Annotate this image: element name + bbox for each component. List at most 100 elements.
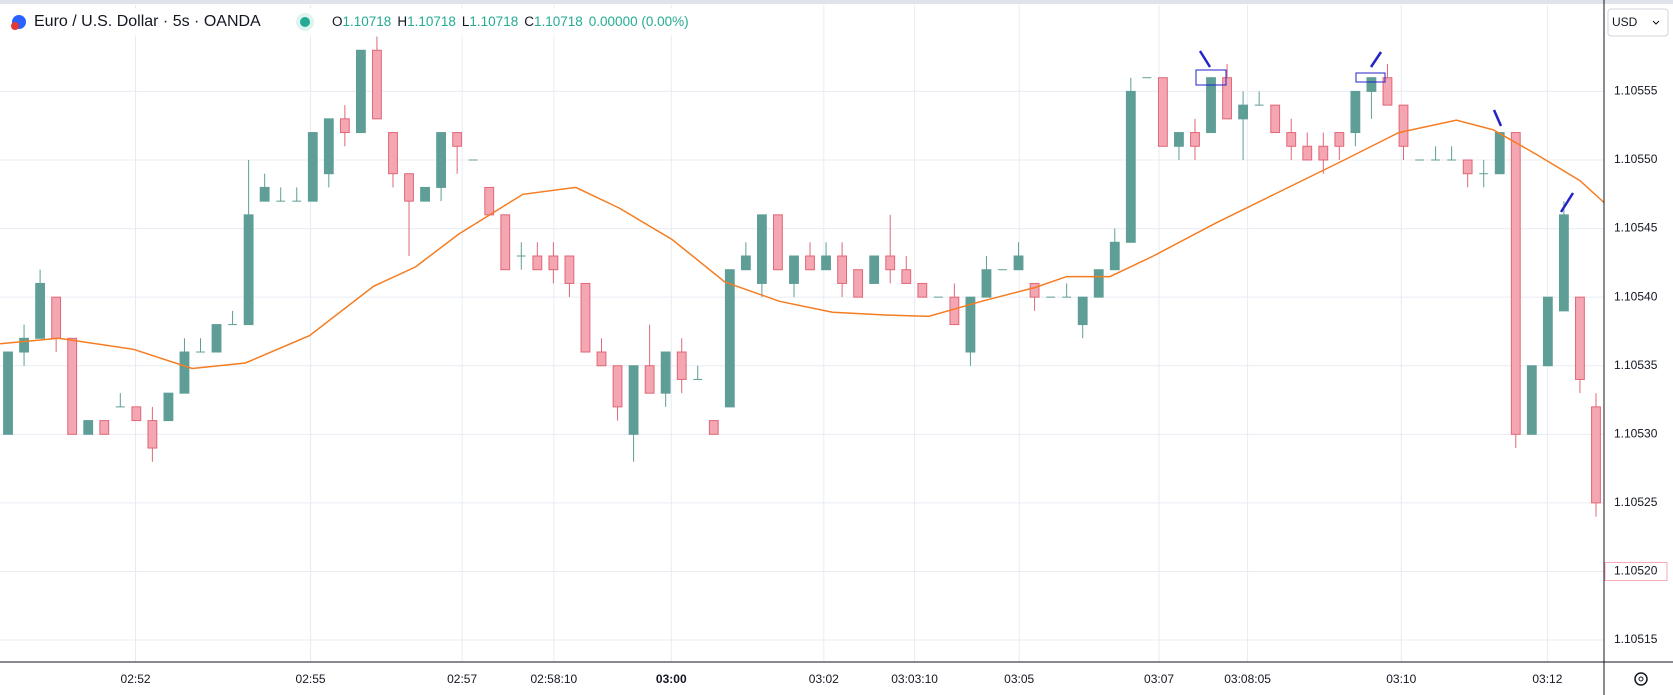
candle-body: [676, 351, 687, 380]
candle-body: [388, 132, 398, 175]
candle-body: [1558, 214, 1569, 312]
candle-body: [1575, 296, 1585, 380]
y-tick-label: 1.10525: [1614, 495, 1658, 509]
candle-body: [1382, 77, 1393, 106]
candle-body: [708, 420, 719, 435]
change: 0.00000 (0.00%): [589, 14, 689, 29]
candle-body: [1238, 104, 1249, 120]
candle-body: [885, 255, 896, 271]
candle-body: [644, 365, 655, 394]
candle-body: [612, 365, 623, 408]
drawing-rect: [1195, 69, 1227, 86]
y-tick-label: 1.10545: [1614, 221, 1658, 235]
last-price-label: 1.10520: [1614, 564, 1658, 578]
candle-body: [484, 186, 495, 216]
candle-body: [1334, 132, 1345, 147]
candle-body: [1174, 132, 1184, 147]
candle-body: [1222, 77, 1232, 120]
candle-body: [805, 255, 815, 271]
candle-body: [1526, 365, 1537, 435]
x-tick-label: 03:05: [1004, 672, 1034, 686]
candle-body: [821, 255, 831, 271]
drawing-line: [1198, 50, 1212, 68]
candle-body: [740, 255, 751, 271]
candle-body: [1494, 132, 1505, 175]
candle-body: [869, 255, 880, 284]
moving-average: [0, 119, 1605, 370]
candle-body: [436, 132, 447, 188]
candle-body: [949, 296, 960, 326]
drawing-line: [1369, 51, 1383, 68]
candle-body: [259, 186, 270, 202]
currency-label[interactable]: USD: [1612, 15, 1638, 29]
y-tick-label: 1.10550: [1614, 152, 1658, 166]
candle-body: [131, 406, 142, 422]
candle-body: [67, 337, 78, 435]
candle-body: [965, 296, 976, 353]
candle-body: [1286, 132, 1297, 147]
x-tick-label: 02:52: [121, 672, 151, 686]
x-tick-label: 03:08:05: [1224, 672, 1271, 686]
candle-body: [19, 337, 29, 353]
candle-body: [660, 351, 671, 394]
candle-body: [1206, 77, 1216, 134]
candle-body: [1318, 145, 1329, 161]
y-tick-label: 1.10540: [1614, 289, 1658, 303]
h-label: H: [397, 14, 407, 29]
top-border: [0, 0, 1673, 4]
candle-body: [1190, 132, 1200, 147]
candle-body: [596, 351, 607, 367]
status-dot: [300, 17, 310, 27]
candle-body: [83, 420, 94, 435]
candle-body: [420, 186, 430, 202]
candle-body: [1462, 159, 1473, 175]
candle-body: [548, 255, 559, 271]
candle-body: [1157, 77, 1168, 147]
candle-body: [1013, 255, 1024, 271]
candle-body: [789, 255, 799, 284]
candle-body: [1398, 104, 1409, 147]
candle-body: [564, 255, 575, 284]
candle-body: [1093, 269, 1104, 298]
candle-body: [323, 118, 334, 175]
drawing-line: [1492, 109, 1503, 127]
o-label: O: [332, 14, 343, 29]
candle-body: [404, 173, 414, 202]
h-value: 1.10718: [407, 14, 456, 29]
dropdown-arrow: [1652, 20, 1660, 25]
l-value: 1.10718: [469, 14, 518, 29]
candle-body: [580, 282, 591, 353]
candle-body: [1109, 241, 1120, 271]
x-tick-label: 03:12: [1532, 672, 1562, 686]
grid: [0, 5, 1604, 662]
candle-body: [1350, 90, 1361, 134]
x-tick-label: 02:55: [296, 672, 326, 686]
x-tick-label: 03:10: [1386, 672, 1416, 686]
drawing-line: [1559, 192, 1575, 213]
candle-body: [1125, 90, 1136, 243]
candle-body: [981, 269, 992, 298]
settings-icon-core: [1638, 676, 1644, 682]
candle-body: [163, 392, 174, 422]
candle-body: [1510, 132, 1521, 435]
candle-body: [179, 351, 190, 394]
candle-body: [3, 351, 13, 435]
candle-body: [901, 269, 912, 284]
y-tick-label: 1.10555: [1614, 84, 1658, 98]
candle-body: [1366, 77, 1377, 92]
c-label: C: [524, 14, 534, 29]
candle-body: [773, 214, 783, 271]
drawings: [1195, 50, 1575, 213]
c-value: 1.10718: [534, 14, 583, 29]
candle-body: [837, 255, 848, 284]
settings-icon[interactable]: [1634, 672, 1648, 686]
l-label: L: [462, 14, 470, 29]
x-tick-label: 03:00: [656, 672, 687, 686]
candle-body: [532, 255, 543, 271]
candle-body: [917, 282, 928, 298]
candle-body: [1077, 296, 1088, 326]
x-tick-label: 03:07: [1144, 672, 1174, 686]
candle-body: [51, 296, 62, 339]
currency-button[interactable]: [1607, 8, 1669, 37]
symbol-title[interactable]: Euro / U.S. Dollar · 5s · OANDA: [34, 13, 261, 30]
